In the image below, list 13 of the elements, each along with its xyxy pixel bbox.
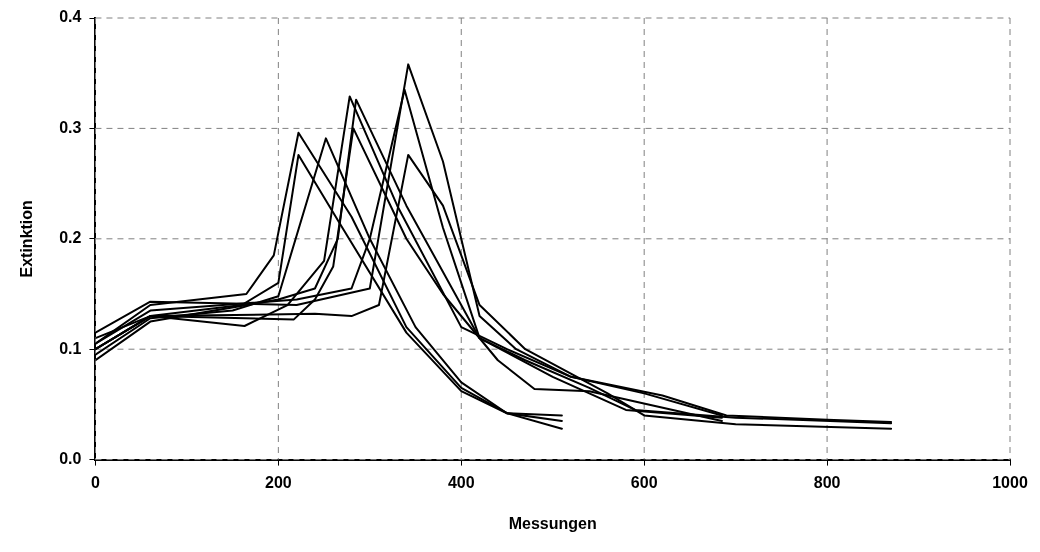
- x-tick-label: 600: [630, 473, 658, 491]
- y-tick-label: 0.2: [59, 229, 82, 247]
- x-tick-label: 800: [813, 473, 841, 491]
- y-tick-label: 0.4: [59, 8, 82, 26]
- y-tick-label: 0.0: [59, 450, 82, 468]
- x-tick-label: 200: [265, 473, 292, 491]
- x-tick-label: 0: [90, 473, 100, 491]
- y-tick-label: 0.3: [59, 118, 82, 136]
- x-tick-label: 400: [447, 473, 475, 491]
- y-tick-label: 0.1: [59, 339, 82, 357]
- x-tick-label: 1000: [992, 473, 1028, 491]
- y-axis-title: Extinktion: [18, 200, 36, 278]
- x-axis-title: Messungen: [508, 514, 597, 532]
